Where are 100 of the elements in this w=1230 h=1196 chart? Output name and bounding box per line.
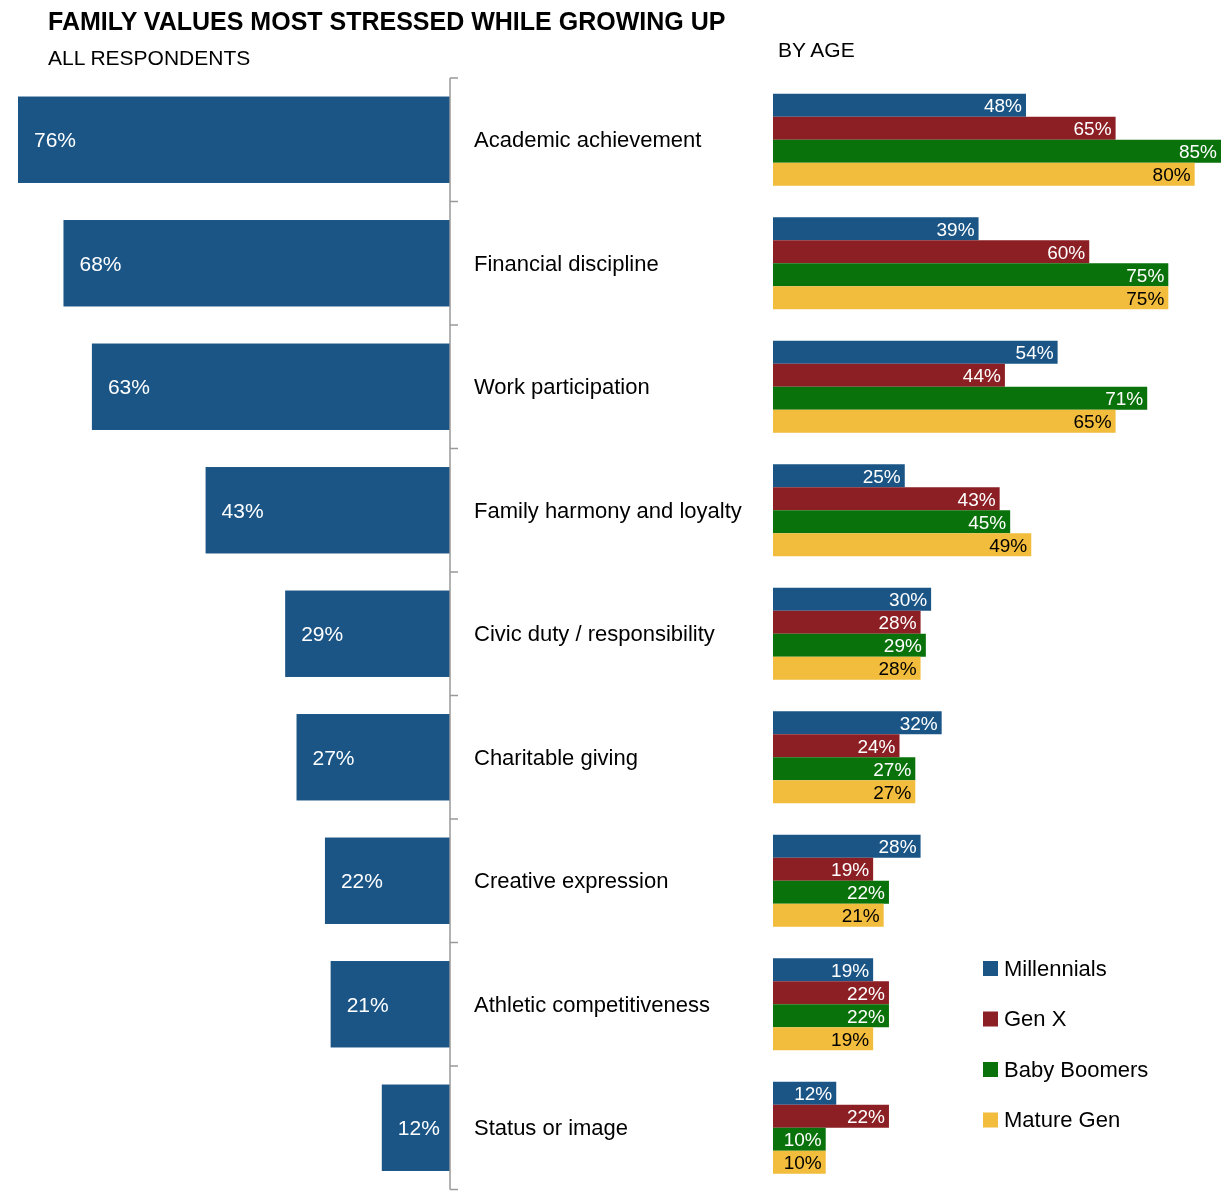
chart-title: FAMILY VALUES MOST STRESSED WHILE GROWING UP (48, 7, 726, 35)
chart-subtitle: ALL RESPONDENTS (48, 46, 251, 69)
bar (773, 487, 1000, 511)
legend-label: Mature Gen (1004, 1107, 1121, 1133)
bar (773, 510, 1011, 534)
bar (773, 240, 1090, 264)
data-label: 44% (962, 365, 1002, 387)
data-label: 60% (1047, 241, 1086, 263)
data-label: 27% (873, 781, 912, 803)
data-label: 21% (841, 905, 880, 927)
y-tick-label: Athletic competitiveness (474, 991, 710, 1017)
bar (773, 263, 1169, 287)
y-tick-label: Status or image (474, 1115, 629, 1141)
bar (773, 1004, 889, 1028)
bar (773, 734, 900, 758)
data-label: 21% (346, 992, 389, 1016)
bar (773, 139, 1221, 163)
data-label: 75% (1126, 264, 1165, 286)
bar (773, 880, 889, 904)
bar (773, 780, 916, 804)
bar (773, 286, 1169, 310)
legend-label: Baby Boomers (1004, 1056, 1149, 1082)
data-label: 24% (857, 735, 896, 757)
data-label: 22% (846, 882, 886, 904)
legend-label: Gen X (1004, 1006, 1067, 1032)
data-label: 22% (340, 869, 383, 893)
y-tick-label: Family harmony and loyalty (474, 497, 742, 523)
data-label: 43% (221, 498, 264, 522)
data-label: 25% (862, 465, 901, 487)
data-label: 68% (79, 251, 122, 275)
data-label: 32% (899, 712, 938, 734)
bar (324, 837, 450, 924)
y-tick-label: Academic achievement (474, 127, 702, 153)
bar (773, 981, 889, 1005)
data-label: 22% (846, 1106, 886, 1128)
data-label: 12% (794, 1083, 833, 1105)
y-tick-label: Work participation (474, 374, 650, 400)
y-tick-label: Charitable giving (474, 744, 638, 770)
bar (773, 363, 1005, 387)
data-label: 43% (957, 488, 996, 510)
data-label: 85% (1178, 141, 1218, 163)
data-label: 30% (889, 589, 928, 611)
bar (18, 96, 450, 183)
bar (773, 633, 926, 657)
bar (63, 220, 450, 307)
bar (773, 834, 921, 858)
bar (773, 533, 1032, 557)
data-label: 27% (312, 745, 355, 769)
data-label: 10% (783, 1129, 822, 1151)
bar (773, 93, 1026, 117)
bar (773, 903, 884, 927)
data-label: 19% (831, 959, 870, 981)
data-label: 28% (878, 836, 917, 858)
chart-subtitle: BY AGE (778, 38, 855, 61)
data-label: 75% (1126, 287, 1165, 309)
bar (773, 464, 905, 488)
bar (773, 116, 1116, 140)
bar (773, 386, 1148, 410)
bar (773, 656, 921, 680)
data-label: 49% (989, 534, 1028, 556)
data-label: 29% (301, 622, 344, 646)
data-label: 29% (883, 635, 922, 657)
data-label: 22% (846, 1005, 886, 1027)
data-label: 45% (968, 511, 1007, 533)
bar (773, 757, 916, 781)
y-tick-label: Creative expression (474, 868, 669, 894)
data-label: 76% (34, 128, 77, 152)
data-label: 28% (878, 612, 917, 634)
data-label: 63% (107, 375, 150, 399)
bar (285, 590, 450, 677)
bar (773, 409, 1116, 433)
bar (773, 1104, 889, 1128)
bar (773, 162, 1195, 186)
data-label: 39% (936, 218, 975, 240)
data-label: 27% (873, 758, 912, 780)
legend-label: Millennials (1004, 955, 1107, 981)
y-tick-label: Financial discipline (474, 250, 659, 276)
bar (381, 1084, 450, 1171)
bar (91, 343, 450, 430)
data-label: 12% (397, 1116, 440, 1140)
bar (773, 217, 979, 241)
bar (330, 961, 450, 1048)
data-label: 80% (1152, 164, 1191, 186)
data-label: 71% (1105, 388, 1144, 410)
data-label: 10% (783, 1152, 822, 1174)
y-tick-label: Civic duty / responsibility (474, 621, 715, 647)
bar (773, 610, 921, 634)
data-label: 19% (831, 859, 870, 881)
data-label: 65% (1073, 411, 1112, 433)
bar (773, 340, 1058, 364)
data-label: 19% (831, 1028, 870, 1050)
bar (205, 467, 450, 554)
bar (773, 587, 932, 611)
data-label: 65% (1073, 118, 1112, 140)
bar (296, 714, 450, 801)
data-label: 28% (878, 658, 917, 680)
data-label: 22% (846, 982, 886, 1004)
data-label: 54% (1015, 342, 1054, 364)
bar (773, 711, 942, 735)
data-label: 48% (983, 95, 1023, 117)
